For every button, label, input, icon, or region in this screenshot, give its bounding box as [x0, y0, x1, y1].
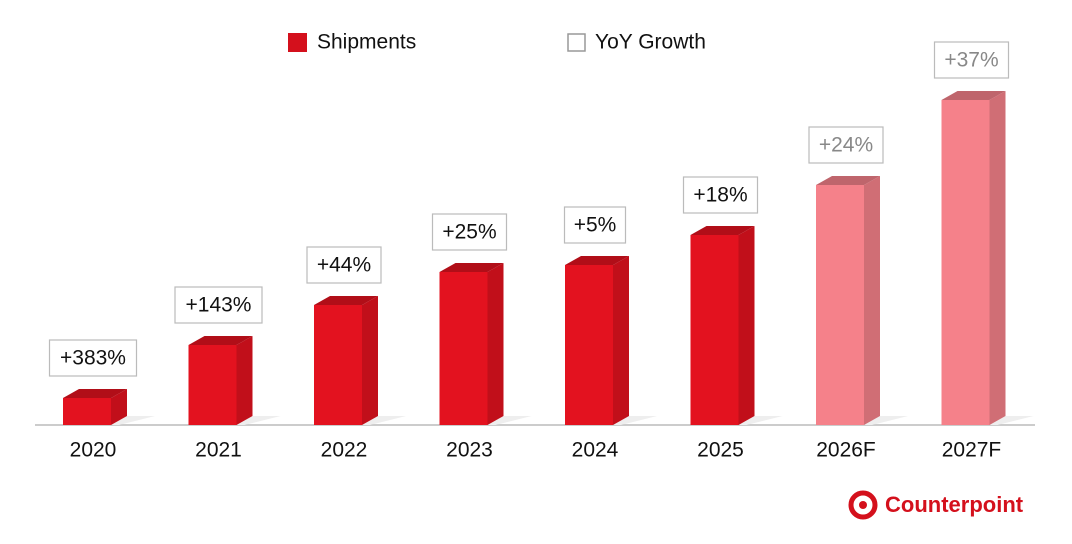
growth-label: +5%	[574, 214, 617, 237]
x-tick-label: 2021	[195, 439, 242, 462]
x-tick-label: 2024	[572, 439, 619, 462]
x-tick-label: 2020	[70, 439, 117, 462]
growth-label: +44%	[317, 254, 371, 277]
growth-label-box	[808, 126, 884, 164]
x-tick-label: 2023	[446, 439, 493, 462]
bar-top	[188, 336, 253, 345]
bar-shadow	[362, 416, 406, 425]
growth-label: +143%	[186, 294, 252, 317]
x-tick-label: 2027F	[942, 439, 1002, 462]
growth-label-box	[682, 176, 759, 214]
x-tick-label: 2022	[321, 439, 368, 462]
bar-top	[314, 296, 378, 305]
logo-text: Counterpoint	[885, 492, 1024, 517]
bar-top	[941, 91, 1006, 100]
logo: Counterpoint	[848, 490, 1024, 520]
bar	[941, 100, 990, 425]
bar-side	[613, 256, 629, 425]
growth-label: +24%	[819, 134, 873, 157]
growth-label-box	[306, 246, 382, 284]
bar-side	[236, 336, 253, 425]
bar	[690, 235, 739, 425]
logo-icon	[859, 501, 867, 509]
bar	[439, 272, 488, 425]
logo-icon	[848, 490, 878, 520]
bar-shadow	[738, 416, 783, 425]
bar-top	[690, 226, 755, 235]
bar-shadow	[487, 416, 532, 425]
bar-shadow	[111, 416, 155, 425]
bar-side	[864, 176, 880, 425]
legend-label: YoY Growth	[595, 31, 706, 54]
bar-top	[63, 389, 127, 398]
bar-shadow	[989, 416, 1034, 425]
legend-swatch	[288, 33, 307, 52]
bar-top	[439, 263, 504, 272]
legend-label: Shipments	[317, 31, 416, 54]
growth-label-box	[431, 213, 508, 251]
bar	[816, 185, 864, 425]
growth-label-box	[563, 206, 627, 244]
bar-side	[362, 296, 378, 425]
growth-label: +25%	[442, 221, 496, 244]
bar	[565, 265, 613, 425]
bar	[188, 345, 237, 425]
growth-label-box	[174, 286, 263, 324]
growth-label: +18%	[693, 184, 747, 207]
bar-shadow	[236, 416, 281, 425]
x-tick-label: 2025	[697, 439, 744, 462]
bar-shadow	[613, 416, 657, 425]
bar	[63, 398, 111, 425]
bar-top	[565, 256, 629, 265]
bar-side	[487, 263, 504, 425]
bar-shadow	[864, 416, 908, 425]
legend-swatch	[567, 33, 586, 52]
bar-side	[111, 389, 127, 425]
bar-top	[816, 176, 880, 185]
bar-side	[738, 226, 755, 425]
x-tick-label: 2026F	[816, 439, 876, 462]
growth-label: +37%	[944, 49, 998, 72]
growth-label-box	[48, 339, 138, 377]
growth-label-box	[933, 41, 1010, 79]
bar-side	[989, 91, 1006, 425]
growth-label: +383%	[60, 347, 126, 370]
bar	[314, 305, 362, 425]
